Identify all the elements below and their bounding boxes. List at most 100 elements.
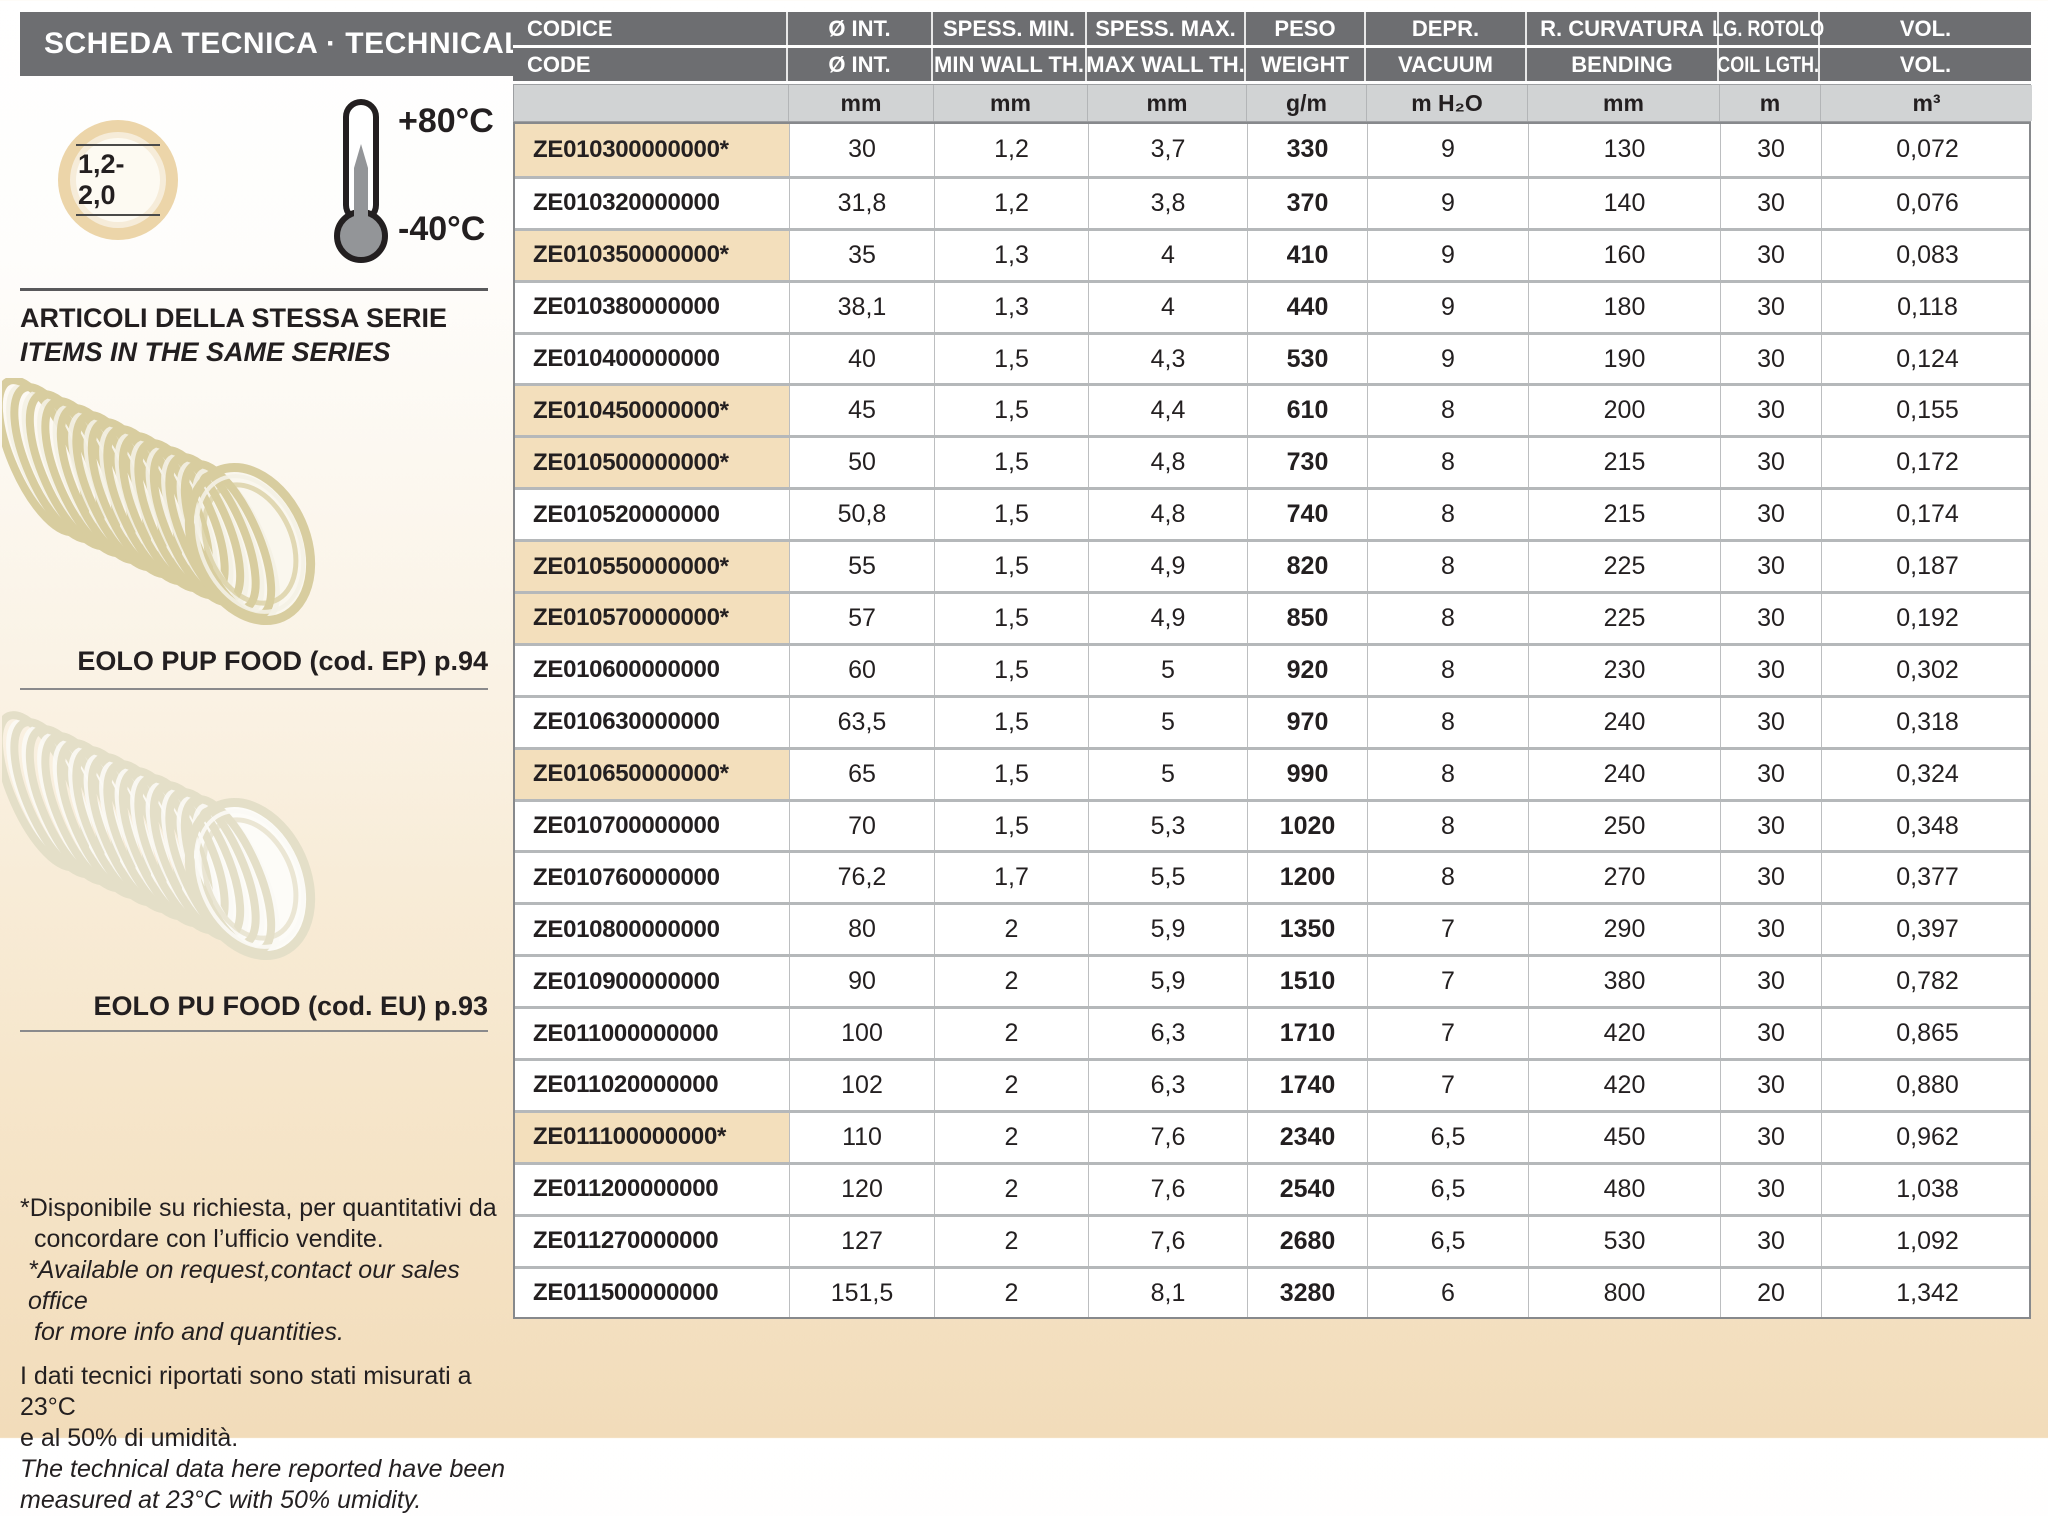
value-cell: 60 (790, 645, 935, 695)
value-cell: 240 (1529, 697, 1721, 747)
value-cell: 0,174 (1896, 500, 1959, 529)
header-cell: SPESS. MAX. (1087, 12, 1246, 45)
table-row: ZE011000000000 100 2 6,3 1710 7 420 30 0,865 (515, 1006, 2029, 1059)
header-cell: DEPR. (1366, 12, 1527, 45)
value-cell: 1,5 (935, 645, 1089, 695)
value-cell: 4,9 (1089, 542, 1248, 592)
value-cell: 2 (935, 1164, 1089, 1214)
header-cell: SPESS. MIN. (933, 12, 1087, 45)
table-row: ZE010570000000* 57 1,5 4,9 850 8 225 30 0,192 (515, 591, 2029, 643)
value-cell: 30 (1721, 1061, 1822, 1110)
value-cell: 4,8 (1089, 438, 1248, 488)
code-cell: ZE011270000000 (515, 1216, 790, 1266)
value-cell: 8,1 (1089, 1268, 1248, 1318)
value-cell: 290 (1529, 905, 1721, 955)
value-cell: 440 (1248, 282, 1368, 332)
value-cell: 30 (1721, 1164, 1822, 1214)
value-cell: 30 (1721, 697, 1822, 747)
table-row: ZE010900000000 90 2 5,9 1510 7 380 30 0,782 (515, 954, 2029, 1007)
value-cell: 6,3 (1089, 1061, 1248, 1110)
header-cell: VACUUM (1366, 48, 1527, 81)
hose-photo-eolo-pu-food (2, 711, 316, 961)
header-cell: VOL. (1820, 12, 2031, 45)
value-cell: 120 (790, 1164, 935, 1214)
header-cell: CODICE (513, 12, 788, 45)
value-cell: 1,5 (935, 438, 1089, 488)
unit-cell: mm (1088, 85, 1247, 121)
hose-cross-section-icon: 1,2-2,0 (58, 120, 178, 240)
value-cell: 8 (1368, 645, 1529, 695)
value-cell: 20 (1721, 1268, 1822, 1318)
value-cell: 730 (1248, 438, 1368, 488)
value-cell: 35 (790, 230, 935, 280)
value-cell: 8 (1368, 697, 1529, 747)
value-cell: 4,4 (1089, 386, 1248, 436)
header-cell: MAX WALL TH. (1086, 48, 1246, 81)
value-cell: 200 (1529, 386, 1721, 436)
value-cell: 8 (1368, 801, 1529, 851)
table-row: ZE010350000000* 35 1,3 4 410 9 160 30 0,083 (515, 227, 2029, 280)
value-cell: 140 (1529, 178, 1721, 228)
value-cell: 2 (935, 1009, 1089, 1059)
table-row: ZE010300000000* 30 1,2 3,7 330 9 130 30 0,072 (515, 124, 2029, 176)
value-cell: 1,5 (935, 490, 1089, 540)
value-cell: 1020 (1248, 801, 1368, 851)
value-cell: 30 (1721, 386, 1822, 436)
technical-data-table: CODICE Ø INT. SPESS. MIN. SPESS. MAX. PESO DE… (513, 12, 2032, 1320)
value-cell: 6,5 (1368, 1112, 1529, 1162)
value-cell: 3280 (1248, 1268, 1368, 1318)
value-cell: 30 (1721, 282, 1822, 332)
value-cell: 63,5 (790, 697, 935, 747)
value-cell: 5 (1089, 749, 1248, 799)
value-cell: 610 (1248, 386, 1368, 436)
value-cell: 1,7 (935, 853, 1089, 903)
value-cell: 225 (1529, 594, 1721, 643)
table-row: ZE010700000000 70 1,5 5,3 1020 8 250 30 0,348 (515, 798, 2029, 851)
value-cell: 0,880 (1896, 1070, 1959, 1099)
table-row: ZE010760000000 76,2 1,7 5,5 1200 8 270 30 0,377 (515, 850, 2029, 903)
value-cell: 2 (935, 1216, 1089, 1266)
footnote-line: for more info and quantities. (34, 1318, 344, 1346)
table-row: ZE011100000000* 110 2 7,6 2340 6,5 450 30 0,962 (515, 1109, 2029, 1162)
value-cell: 4 (1089, 282, 1248, 332)
value-cell: 2 (935, 1268, 1089, 1318)
header-cell: Ø INT. (788, 48, 933, 81)
header-cell: BENDING (1527, 48, 1719, 81)
value-cell: 5 (1089, 697, 1248, 747)
code-cell: ZE010300000000* (515, 124, 790, 176)
divider (20, 288, 488, 291)
value-cell: 190 (1529, 334, 1721, 384)
code-cell: ZE010550000000* (515, 542, 790, 592)
value-cell: 225 (1529, 542, 1721, 592)
value-cell: 6,5 (1368, 1164, 1529, 1214)
footnote-line: concordare con l’ufficio vendite. (34, 1225, 384, 1253)
value-cell: 30 (1721, 230, 1822, 280)
value-cell: 0,302 (1896, 655, 1959, 684)
code-cell: ZE010380000000 (515, 282, 790, 332)
unit-cell: g/m (1247, 85, 1367, 121)
value-cell: 7 (1368, 905, 1529, 955)
value-cell: 1,342 (1896, 1278, 1959, 1307)
unit-cell: m³ (1821, 85, 2032, 121)
value-cell: 4,8 (1089, 490, 1248, 540)
code-cell: ZE010520000000 (515, 490, 790, 540)
hose-ring-inner: 1,2-2,0 (76, 138, 160, 222)
value-cell: 0,187 (1896, 552, 1959, 581)
table-row: ZE010320000000 31,8 1,2 3,8 370 9 140 30 0,076 (515, 175, 2029, 228)
value-cell: 30 (1721, 1112, 1822, 1162)
product-caption-1: EOLO PUP FOOD (cod. EP) p.94 (77, 646, 488, 676)
wall-thickness-value: 1,2-2,0 (76, 144, 160, 216)
table-row: ZE011200000000 120 2 7,6 2540 6,5 480 30 1,038 (515, 1161, 2029, 1214)
value-cell: 1,5 (935, 542, 1089, 592)
value-cell: 127 (790, 1216, 935, 1266)
value-cell: 160 (1529, 230, 1721, 280)
value-cell: 1510 (1248, 957, 1368, 1007)
footnote-line: The technical data here reported have be… (20, 1455, 506, 1483)
footnote-line: *Disponibile su richiesta, per quantitat… (20, 1194, 497, 1222)
temp-max-label: +80°C (398, 102, 494, 140)
value-cell: 0,118 (1897, 292, 1958, 321)
value-cell: 1740 (1248, 1061, 1368, 1110)
value-cell: 420 (1529, 1009, 1721, 1059)
code-cell: ZE011200000000 (515, 1164, 790, 1214)
value-cell: 5,3 (1089, 801, 1248, 851)
